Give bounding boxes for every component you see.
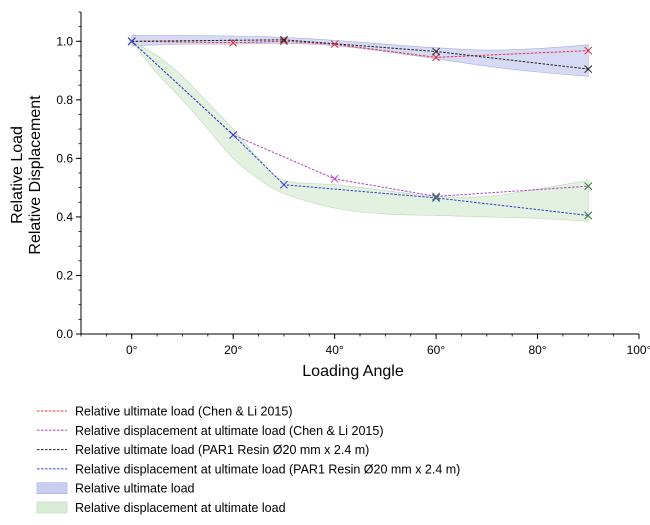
legend-entry: Relative displacement at ultimate load (… xyxy=(37,462,460,476)
legend-swatch xyxy=(36,482,68,495)
data-point xyxy=(127,37,136,46)
x-tick-label: 80° xyxy=(528,343,546,357)
y-tick-label: 0.6 xyxy=(56,151,73,165)
series-line xyxy=(131,39,589,70)
data-point xyxy=(432,53,441,62)
data-point xyxy=(330,40,339,49)
data-point xyxy=(229,130,238,139)
data-point xyxy=(584,46,593,55)
data-point xyxy=(584,182,593,191)
confidence-bands xyxy=(131,35,589,222)
axes: 0.0 0.2 0.4 0.6 0.8 1.0 0° 20° 40° 60° 80° 100° xyxy=(56,11,650,357)
data-point xyxy=(432,193,441,201)
data-point xyxy=(584,211,593,220)
series-line xyxy=(131,40,589,58)
series-1 xyxy=(127,37,593,62)
legend-label: Relative ultimate load (Chen & Li 2015) xyxy=(75,405,292,419)
data-point xyxy=(279,37,288,46)
legend-label: Relative ultimate load (PAR1 Resin Ø20 m… xyxy=(75,443,369,457)
y-axis-label-line-1: Relative Load xyxy=(9,126,26,224)
data-point xyxy=(229,38,238,47)
x-tick-label: 60° xyxy=(427,343,445,357)
legend-entry: Relative ultimate load xyxy=(36,482,195,496)
legend-entry: Relative ultimate load (PAR1 Resin Ø20 m… xyxy=(37,443,369,457)
x-tick-label: 100° xyxy=(627,343,650,357)
data-point xyxy=(584,65,593,74)
y-tick-label: 0.8 xyxy=(56,93,73,107)
legend-label: Relative displacement at ultimate load (… xyxy=(75,424,384,438)
series-3 xyxy=(127,35,593,74)
legend-entry: Relative displacement at ultimate load (… xyxy=(37,424,384,438)
data-point xyxy=(432,193,441,202)
legend-entry: Relative displacement at ultimate load xyxy=(36,501,286,515)
data-series xyxy=(127,35,593,220)
legend-swatch xyxy=(36,501,68,514)
y-tick-label: 1.0 xyxy=(56,34,73,48)
legend-label: Relative ultimate load xyxy=(75,482,195,496)
legend-label: Relative displacement at ultimate load xyxy=(75,501,286,515)
legend-label: Relative displacement at ultimate load (… xyxy=(75,462,460,476)
legend-entry: Relative ultimate load (Chen & Li 2015) xyxy=(37,405,292,419)
data-point xyxy=(330,174,339,183)
data-point xyxy=(279,180,288,189)
data-point xyxy=(432,47,441,56)
y-axis-label-line-2: Relative Displacement xyxy=(27,95,44,255)
x-tick-label: 20° xyxy=(224,343,242,357)
band-ultimate-load xyxy=(131,35,589,77)
y-tick-label: 0.0 xyxy=(56,327,73,341)
x-tick-label: 40° xyxy=(326,343,344,357)
legend: Relative ultimate load (Chen & Li 2015) R… xyxy=(36,405,460,515)
y-tick-label: 0.2 xyxy=(56,268,73,282)
x-axis-label: Loading Angle xyxy=(302,363,404,380)
band-displacement xyxy=(131,41,589,222)
x-tick-label: 0° xyxy=(126,343,138,357)
y-tick-label: 0.4 xyxy=(56,210,73,224)
data-point xyxy=(279,35,288,44)
